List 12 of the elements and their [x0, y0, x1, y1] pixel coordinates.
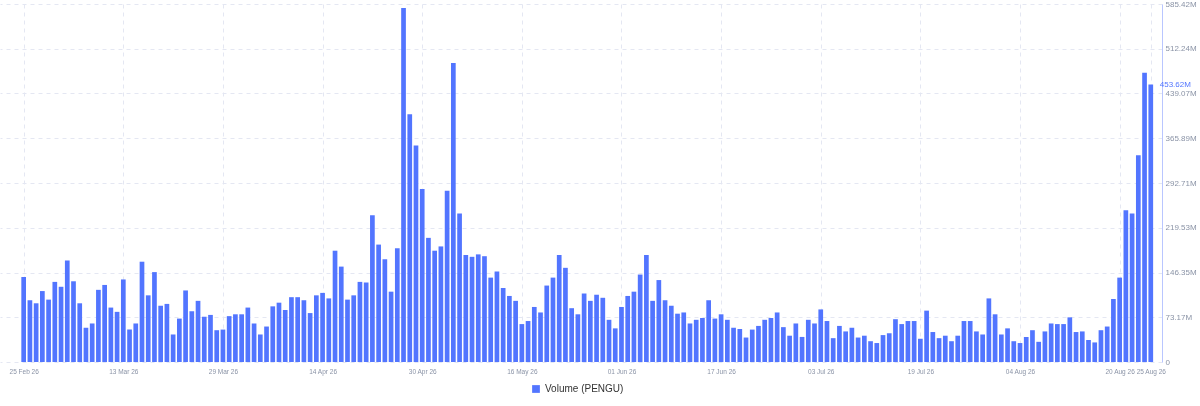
- y-tick-label: 219.53M: [1165, 223, 1197, 233]
- legend-label: Volume (PENGU): [545, 383, 624, 394]
- bar: [21, 277, 27, 362]
- y-tick-label: 512.24M: [1165, 44, 1197, 54]
- y-tick-label: 0: [1165, 357, 1171, 367]
- y-tick-label: 73.17M: [1165, 312, 1193, 322]
- y-tick-label: 292.71M: [1165, 178, 1197, 188]
- y-tick-label: 365.89M: [1165, 133, 1197, 143]
- y-tick-label: 146.35M: [1165, 268, 1197, 277]
- annotation: 453.62M: [1159, 79, 1192, 89]
- y-tick-label: 585.42M: [1165, 0, 1197, 9]
- y-tick-label: 439.07M: [1165, 89, 1197, 98]
